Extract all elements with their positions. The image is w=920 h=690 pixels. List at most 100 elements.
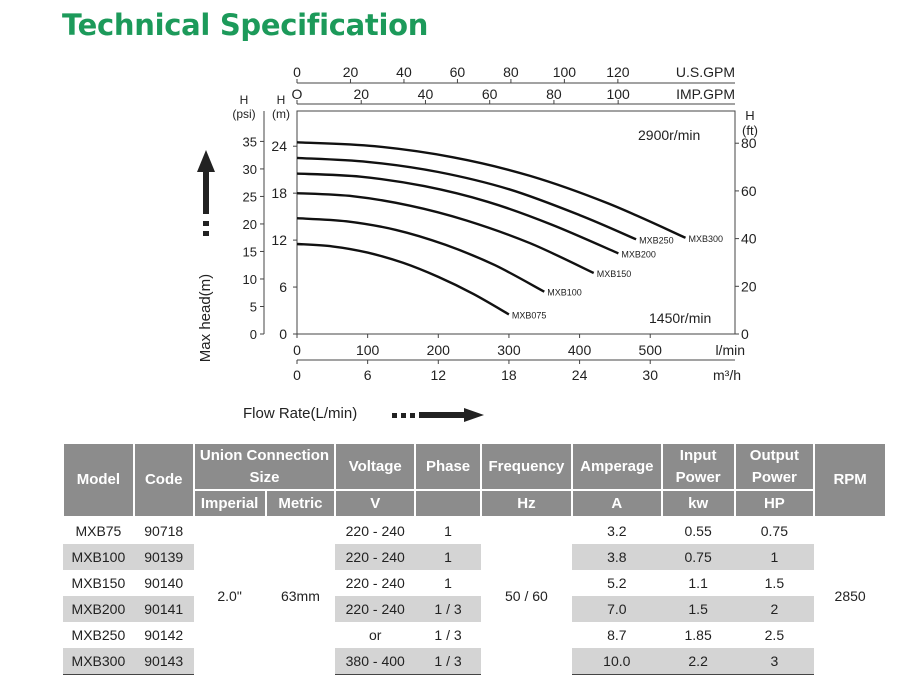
- cell-voltage: 380 - 400: [335, 648, 416, 675]
- series-line-mxb300: [296, 141, 686, 239]
- imp-gpm-axis-label: IMP.GPM: [676, 86, 735, 102]
- header-union-size: Union Connection Size: [192, 442, 337, 491]
- psi-tick-label: 5: [250, 299, 257, 314]
- speed-low-label: 1450r/min: [649, 310, 711, 326]
- cell-output-power: 1: [734, 544, 815, 570]
- header-amperage: Amperage: [570, 442, 663, 491]
- cell-input-power: 1.85: [684, 627, 712, 643]
- cell-code: 90141: [133, 596, 194, 622]
- cell-phase: 1: [444, 523, 452, 539]
- us-gpm-tick-label: 100: [553, 64, 577, 80]
- cell-imperial: 2.0": [193, 517, 266, 675]
- lmin-tick-label: 0: [293, 342, 301, 358]
- lmin-tick-label: 300: [497, 342, 521, 358]
- m3h-axis-label: m³/h: [713, 367, 741, 383]
- series-line-mxb250: [296, 156, 637, 241]
- header-model: Model: [62, 442, 135, 518]
- y-axis-title: Max head(m): [197, 274, 214, 362]
- imp-gpm-tick-label: 60: [482, 86, 498, 102]
- us-gpm-tick-label: 80: [503, 64, 519, 80]
- header-voltage: Voltage: [334, 442, 417, 491]
- arrow-up-icon: [197, 150, 215, 172]
- cell-amperage: 3.8: [571, 544, 662, 570]
- us-gpm-tick-label: 20: [343, 64, 359, 80]
- cell-voltage: 220 - 240: [345, 575, 405, 591]
- cell-model: MXB100: [63, 544, 134, 570]
- cell-phase: 1 / 3: [415, 648, 481, 675]
- lmin-tick-label: 400: [568, 342, 592, 358]
- cell-output-power: 2: [734, 596, 815, 622]
- series-label-mxb200: MXB200: [621, 249, 656, 259]
- cell-output-power: 0.75: [760, 523, 788, 539]
- psi-tick-label: 30: [243, 162, 257, 177]
- header-imperial: Imperial: [192, 489, 267, 518]
- lmin-tick-label: 100: [356, 342, 380, 358]
- imp-gpm-tick-label: 100: [606, 86, 630, 102]
- psi-tick-label: 10: [243, 272, 257, 287]
- ft-tick-label: 20: [741, 278, 757, 294]
- us-gpm-axis-label: U.S.GPM: [676, 64, 735, 80]
- series-label-mxb075: MXB075: [512, 310, 547, 320]
- psi-axis-unit: (psi): [232, 107, 255, 121]
- m3h-tick-label: 18: [501, 367, 517, 383]
- header-phase: Phase: [414, 442, 482, 491]
- spec-table: Model Code Union Connection Size Voltage…: [62, 442, 887, 675]
- us-gpm-tick-label: 0: [293, 64, 301, 80]
- header-metric: Metric: [264, 489, 337, 518]
- series-label-mxb250: MXB250: [639, 235, 674, 245]
- psi-tick-label: 15: [243, 244, 257, 259]
- table-row: MXB100 90139 220 - 240 1 3.8 0.75 1: [63, 544, 886, 570]
- cell-input-power: 1.1: [688, 575, 708, 591]
- ft-tick-label: 60: [741, 183, 757, 199]
- header-frequency: Frequency: [479, 442, 573, 491]
- header-amperage-unit: A: [570, 489, 663, 518]
- cell-output-power: 3: [734, 648, 815, 675]
- series-line-mxb150: [296, 192, 595, 275]
- m-tick-label: 6: [279, 279, 287, 295]
- cell-input-power: 0.55: [684, 523, 712, 539]
- ft-tick-label: 80: [741, 135, 757, 151]
- header-frequency-unit: Hz: [479, 489, 573, 518]
- m-tick-label: 18: [271, 185, 287, 201]
- cell-output-power: 1.5: [764, 575, 785, 591]
- header-code: Code: [132, 442, 195, 518]
- series-line-mxb100: [296, 217, 545, 293]
- psi-tick-label: 35: [243, 134, 257, 149]
- imp-gpm-tick-label: 40: [418, 86, 434, 102]
- header-output-unit: HP: [733, 489, 816, 518]
- header-voltage-unit: V: [334, 489, 417, 518]
- series-label-mxb300: MXB300: [689, 234, 724, 244]
- m3h-tick-label: 24: [572, 367, 588, 383]
- series-label-mxb100: MXB100: [547, 288, 582, 298]
- cell-amperage: 3.2: [607, 523, 627, 539]
- arrow-right-icon: [392, 408, 484, 422]
- cell-code: 90718: [144, 523, 184, 539]
- page-title: Technical Specification: [62, 8, 429, 42]
- speed-high-label: 2900r/min: [638, 127, 700, 143]
- m-tick-label: 0: [279, 326, 287, 342]
- cell-output-power: 2.5: [764, 627, 785, 643]
- ft-axis-unit: (ft): [742, 123, 758, 138]
- ft-tick-label: 40: [741, 231, 757, 247]
- cell-code: 90142: [144, 627, 184, 643]
- cell-model: MXB200: [63, 596, 134, 622]
- us-gpm-tick-label: 40: [396, 64, 412, 80]
- lmin-axis-label: l/min: [715, 342, 745, 358]
- m-tick-label: 12: [271, 232, 287, 248]
- us-gpm-tick-label: 60: [450, 64, 466, 80]
- cell-phase: 1 / 3: [415, 596, 481, 622]
- table-row: MXB250 90142 or 1 / 3 8.7 1.85 2.5: [63, 622, 886, 648]
- lmin-tick-label: 500: [639, 342, 663, 358]
- cell-input-power: 2.2: [661, 648, 735, 675]
- cell-frequency: 50 / 60: [480, 517, 572, 675]
- cell-code: 90139: [133, 544, 194, 570]
- arrow-up-dash: [203, 231, 209, 236]
- cell-input-power: 1.5: [661, 596, 735, 622]
- table-row: MXB75 90718 2.0" 63mm 220 - 240 1 50 / 60 3.2 0.…: [63, 517, 886, 675]
- cell-input-power: 0.75: [661, 544, 735, 570]
- imp-gpm-tick-label: 20: [353, 86, 369, 102]
- psi-tick-label: 0: [250, 327, 257, 342]
- ft-tick-label: 0: [741, 326, 749, 342]
- cell-phase: 1 / 3: [434, 627, 462, 643]
- header-input-power: Input Power: [660, 442, 736, 491]
